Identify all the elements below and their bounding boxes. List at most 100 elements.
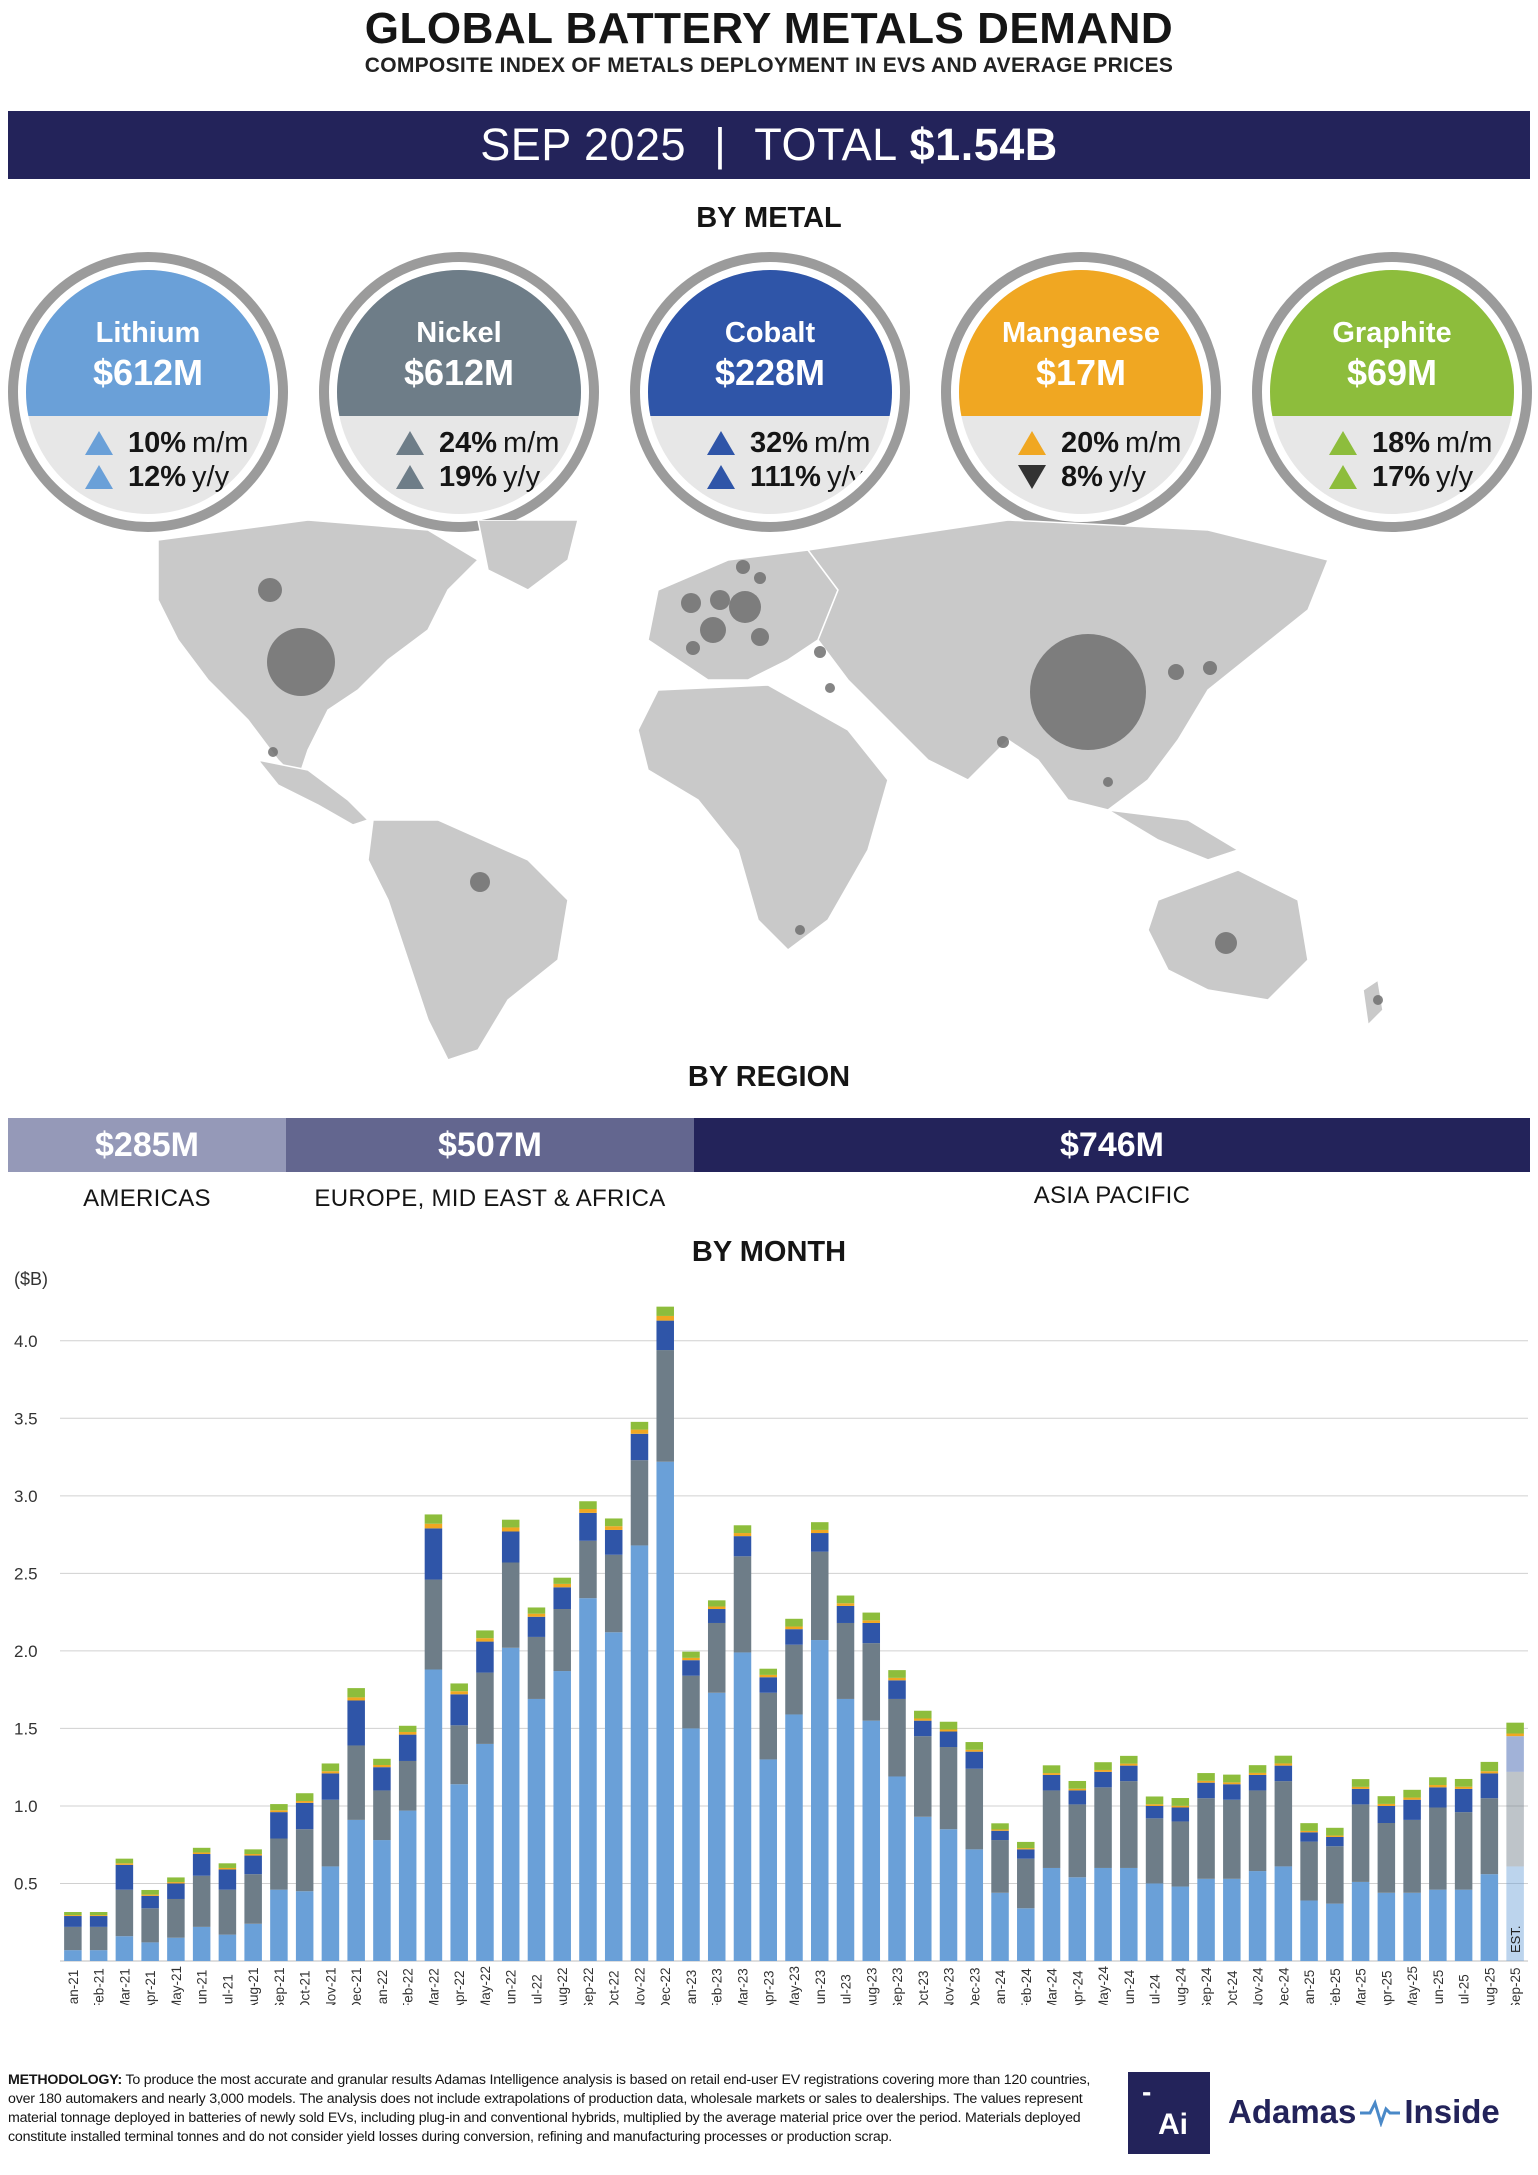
x-tick-label: Mar-25 xyxy=(1354,1968,1369,2005)
bar-segment-graphite-may-22 xyxy=(476,1630,494,1639)
bar-segment-lithium-aug-22 xyxy=(553,1671,571,1961)
mm-unit: m/m xyxy=(1436,426,1493,459)
bar-segment-manganese-aug-24 xyxy=(1171,1805,1190,1808)
bar-segment-nickel-aug-23 xyxy=(862,1643,881,1721)
yy-unit: y/y xyxy=(503,460,541,493)
bar-segment-lithium-mar-22 xyxy=(424,1669,443,1961)
bar-segment-nickel-jul-21 xyxy=(218,1889,237,1935)
bar-segment-manganese-dec-21 xyxy=(347,1697,365,1701)
bar-segment-nickel-jun-25 xyxy=(1429,1807,1447,1890)
bar-segment-nickel-jan-25 xyxy=(1300,1841,1318,1901)
bar-segment-manganese-jan-24 xyxy=(991,1829,1009,1831)
bar-segment-graphite-jun-24 xyxy=(1120,1755,1138,1764)
bar-segment-graphite-sep-21 xyxy=(270,1804,288,1811)
bar-segment-nickel-mar-23 xyxy=(733,1556,752,1653)
bubble-germany xyxy=(729,591,761,623)
x-tick-label: Dec-21 xyxy=(349,1967,364,2005)
bar-segment-manganese-jul-24 xyxy=(1145,1804,1164,1806)
bar-segment-manganese-mar-24 xyxy=(1042,1773,1061,1775)
bar-segment-lithium-feb-25 xyxy=(1326,1903,1344,1961)
x-tick-label: May-22 xyxy=(478,1966,493,2005)
x-tick-label: Oct-21 xyxy=(298,1970,313,2005)
bar-segment-cobalt-mar-23 xyxy=(733,1536,752,1557)
bar-segment-graphite-feb-22 xyxy=(398,1725,417,1732)
bar-segment-graphite-sep-25 xyxy=(1506,1722,1524,1734)
region-bar-asia-pacific: $746M xyxy=(694,1118,1530,1172)
bar-segment-nickel-apr-25 xyxy=(1377,1823,1396,1893)
x-tick-label: Jul-24 xyxy=(1148,1974,1163,2005)
bar-segment-manganese-sep-21 xyxy=(270,1810,288,1813)
bar-segment-graphite-dec-24 xyxy=(1274,1755,1293,1764)
bar-segment-manganese-feb-21 xyxy=(89,1915,108,1917)
bar-segment-cobalt-mar-24 xyxy=(1042,1774,1061,1791)
y-tick-label: 3.5 xyxy=(14,1409,38,1428)
bar-segment-cobalt-sep-25 xyxy=(1506,1736,1524,1772)
triangle-up-icon xyxy=(396,465,424,489)
bubble-australia xyxy=(1215,932,1237,954)
bar-segment-manganese-apr-23 xyxy=(759,1674,777,1678)
bar-segment-nickel-jan-24 xyxy=(991,1840,1009,1893)
period-label: SEP 2025 xyxy=(480,119,687,170)
bar-segment-manganese-jun-21 xyxy=(192,1852,211,1855)
bar-segment-lithium-feb-21 xyxy=(89,1950,108,1961)
bar-segment-cobalt-aug-22 xyxy=(553,1587,571,1610)
bar-segment-nickel-dec-21 xyxy=(347,1745,365,1820)
mm-unit: m/m xyxy=(814,426,871,459)
bar-segment-lithium-sep-24 xyxy=(1197,1878,1215,1961)
south-america-shape xyxy=(367,819,569,1061)
x-tick-label: Oct-24 xyxy=(1225,1970,1240,2005)
bar-segment-nickel-feb-22 xyxy=(398,1760,417,1811)
bar-segment-cobalt-feb-24 xyxy=(1017,1849,1035,1859)
bar-segment-graphite-jun-21 xyxy=(192,1847,211,1853)
yy-unit: y/y xyxy=(192,460,230,493)
bar-segment-cobalt-sep-21 xyxy=(270,1812,288,1839)
bubble-italy xyxy=(751,628,769,646)
bar-segment-graphite-jan-23 xyxy=(682,1651,700,1658)
bar-segment-nickel-sep-22 xyxy=(579,1540,597,1599)
bar-segment-graphite-nov-24 xyxy=(1248,1765,1267,1773)
bar-segment-nickel-apr-23 xyxy=(759,1692,777,1760)
bar-segment-cobalt-sep-23 xyxy=(888,1680,906,1699)
x-tick-label: Jun-22 xyxy=(504,1970,519,2005)
x-tick-label: Jun-24 xyxy=(1122,1969,1137,2005)
bar-segment-manganese-nov-24 xyxy=(1248,1772,1267,1775)
bar-segment-cobalt-jul-25 xyxy=(1454,1788,1473,1813)
monthly-chart: ($B) 0.5 1.0 1.5 2.0 2.5 3.0 3.5 4.0 Jan-21 Feb-… xyxy=(0,1255,1538,2011)
bar-segment-cobalt-mar-21 xyxy=(115,1864,134,1890)
bar-segment-nickel-nov-21 xyxy=(321,1799,340,1867)
region-value: $507M xyxy=(438,1125,542,1164)
triangle-up-icon xyxy=(707,465,735,489)
world-map xyxy=(8,519,1530,1061)
bar-segment-nickel-sep-24 xyxy=(1197,1798,1215,1879)
bar-segment-lithium-nov-21 xyxy=(321,1866,340,1961)
yy-change: 17% xyxy=(1372,460,1431,493)
bubble-korea xyxy=(1168,664,1184,680)
yy-unit: y/y xyxy=(826,460,865,493)
x-tick-label: Feb-25 xyxy=(1328,1968,1343,2005)
bar-segment-manganese-aug-21 xyxy=(244,1854,262,1856)
bar-segment-cobalt-mar-22 xyxy=(424,1528,443,1580)
bar-segment-nickel-feb-23 xyxy=(707,1622,726,1693)
triangle-up-icon xyxy=(1329,431,1357,455)
bar-segment-manganese-may-25 xyxy=(1403,1797,1421,1800)
bar-segment-lithium-feb-22 xyxy=(398,1810,417,1961)
x-tick-label: May-21 xyxy=(169,1966,184,2005)
bar-segment-graphite-feb-21 xyxy=(89,1912,108,1916)
bar-segment-lithium-nov-24 xyxy=(1248,1871,1267,1961)
bar-segment-lithium-may-22 xyxy=(476,1743,494,1961)
bar-segment-manganese-sep-22 xyxy=(579,1509,597,1513)
bar-segment-lithium-mar-25 xyxy=(1351,1881,1370,1961)
bar-segment-manganese-nov-23 xyxy=(939,1729,958,1732)
x-tick-label: Dec-24 xyxy=(1276,1967,1291,2005)
x-tick-label: Jun-25 xyxy=(1431,1970,1446,2005)
bar-segment-graphite-aug-24 xyxy=(1171,1798,1190,1806)
bar-segment-lithium-jun-22 xyxy=(501,1647,520,1961)
bar-segment-nickel-feb-21 xyxy=(89,1926,108,1951)
bar-segment-cobalt-jun-21 xyxy=(192,1854,211,1876)
bar-segment-cobalt-dec-23 xyxy=(965,1751,984,1769)
x-tick-label: Dec-22 xyxy=(658,1967,673,2005)
bar-segment-nickel-jan-21 xyxy=(64,1926,82,1951)
bar-segment-cobalt-jan-22 xyxy=(373,1767,391,1791)
triangle-up-icon xyxy=(396,431,424,455)
bar-segment-graphite-jul-25 xyxy=(1454,1778,1473,1787)
